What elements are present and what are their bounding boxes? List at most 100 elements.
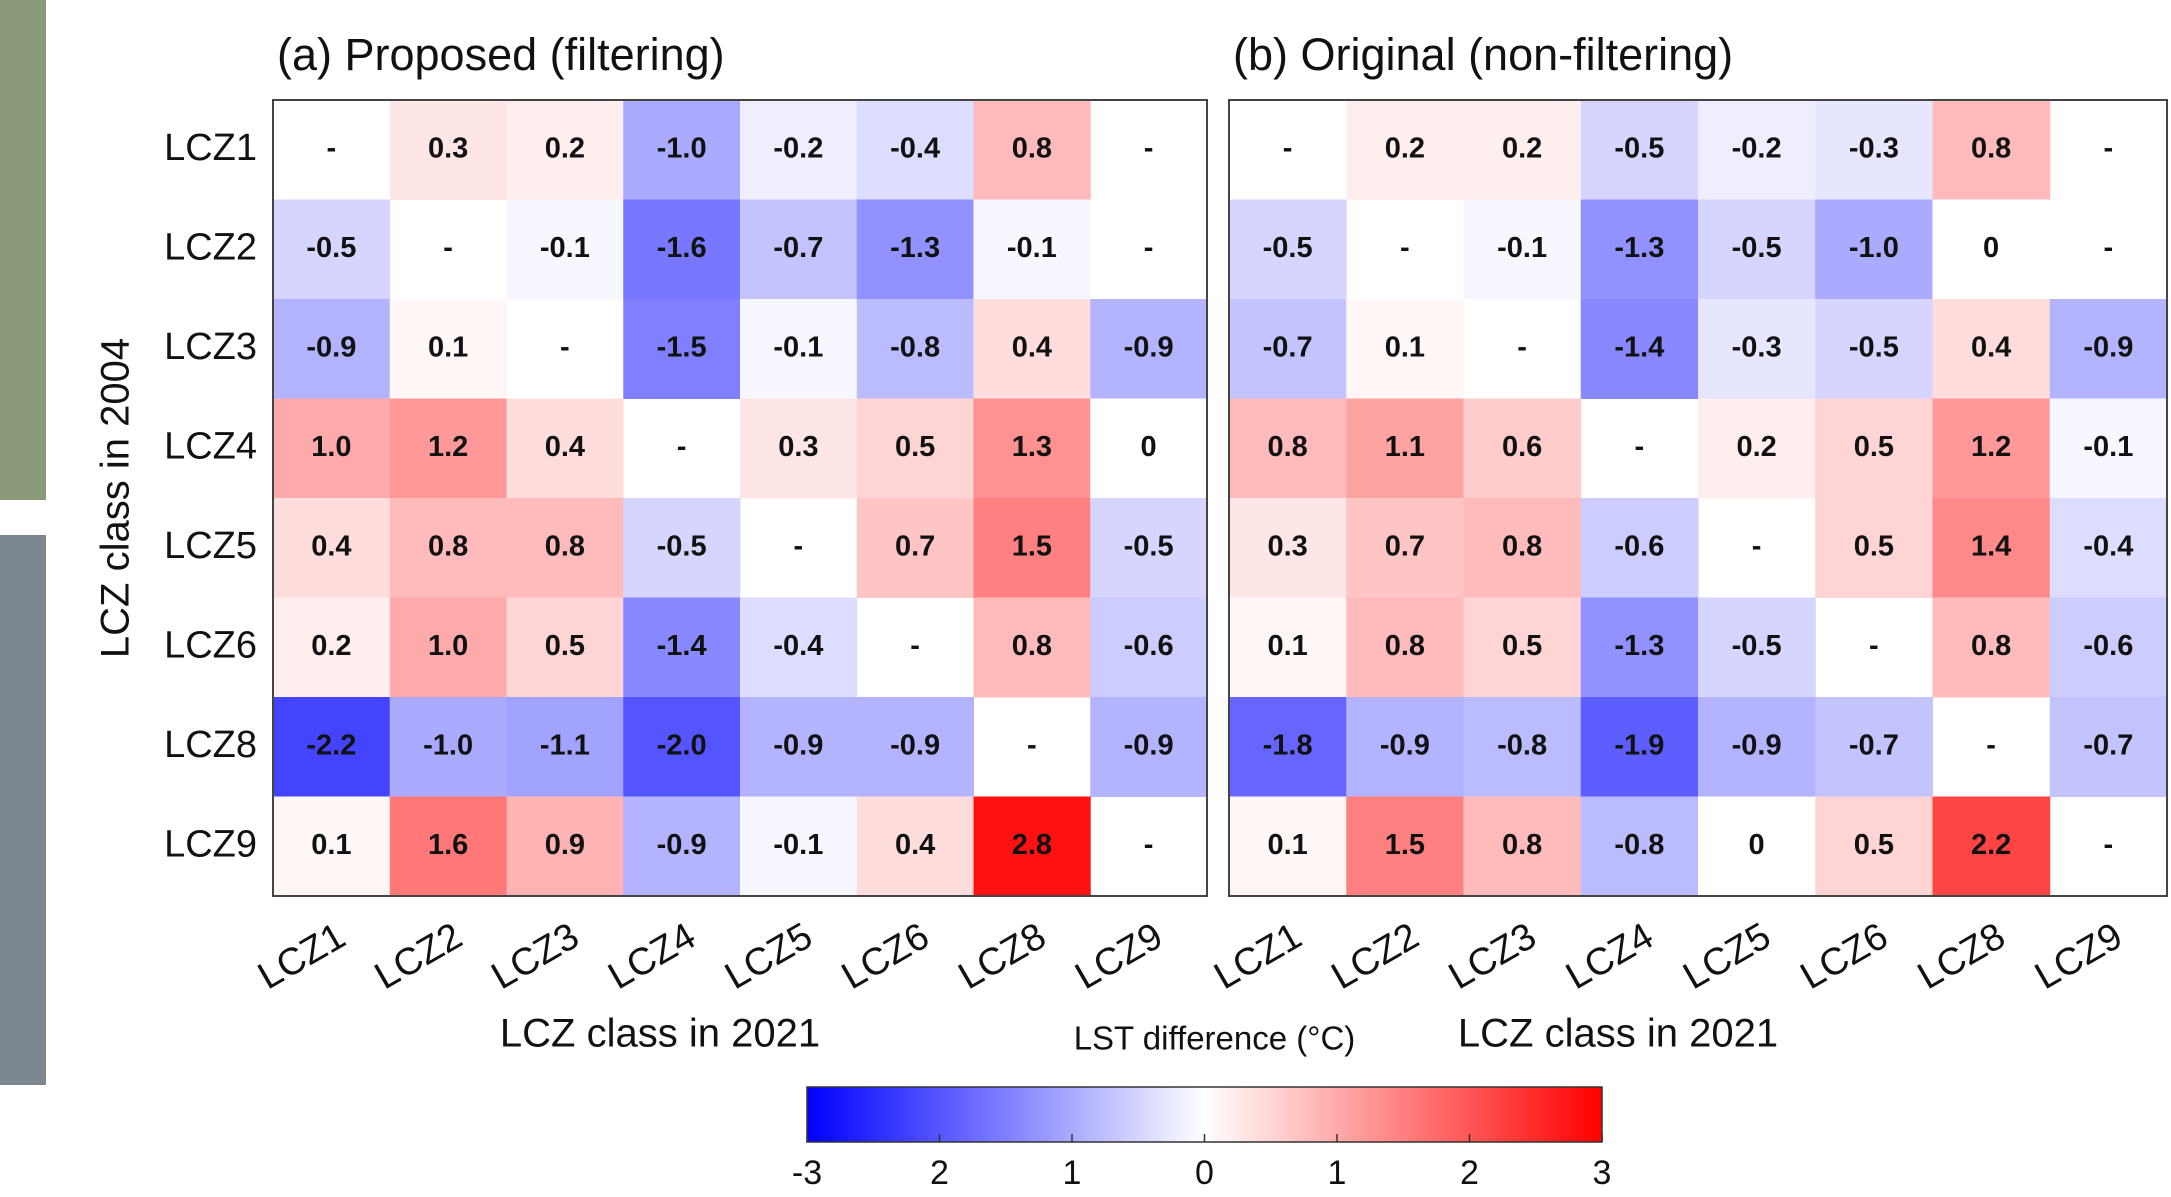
- y-tick-label: LCZ6: [164, 624, 257, 666]
- cell-label: 0.4: [895, 829, 935, 861]
- x-tick-label: LCZ9: [1068, 915, 1169, 998]
- colorbar-tick-label: 1: [1328, 1154, 1347, 1192]
- cell-label: 0.5: [1854, 829, 1894, 861]
- cell-label: -: [560, 331, 570, 363]
- cell-label: -0.2: [1732, 132, 1782, 164]
- cell-label: -: [794, 530, 804, 562]
- cell-label: -1.4: [1614, 331, 1664, 363]
- cell-label: 1.0: [428, 630, 468, 662]
- cell-label: -0.8: [890, 331, 940, 363]
- y-tick-label: LCZ1: [164, 127, 257, 169]
- cell-label: -1.0: [657, 132, 707, 164]
- cell-label: 0.3: [778, 431, 818, 463]
- cell-label: 0.4: [1012, 331, 1052, 363]
- cell-label: -: [1144, 132, 1154, 164]
- cell-label: 1.1: [1385, 431, 1425, 463]
- colorbar-title: LST difference (°C): [1074, 1020, 1356, 1057]
- x-tick-label: LCZ8: [1911, 915, 2012, 998]
- cell-label: 0.4: [1971, 331, 2011, 363]
- cell-label: -0.6: [2083, 630, 2133, 662]
- cell-label: 0.4: [311, 530, 351, 562]
- cell-label: -0.2: [773, 132, 823, 164]
- cell-label: -: [2104, 132, 2114, 164]
- cell-label: -: [1986, 729, 1996, 761]
- cell-label: -: [1027, 729, 1037, 761]
- colorbar-tick-label: 2: [930, 1154, 949, 1192]
- cell-label: 1.0: [311, 431, 351, 463]
- cell-label: -0.4: [890, 132, 940, 164]
- x-tick-label: LCZ5: [1676, 915, 1777, 998]
- y-tick-label: LCZ9: [164, 823, 257, 865]
- photo-strip: [0, 535, 46, 1085]
- cell-label: 1.5: [1012, 530, 1052, 562]
- cell-label: 0.8: [1971, 630, 2011, 662]
- colorbar: [807, 1087, 1602, 1142]
- cell-label: -0.7: [1263, 331, 1313, 363]
- cell-label: 0.8: [1502, 530, 1542, 562]
- cell-label: -0.4: [2083, 530, 2133, 562]
- y-tick-label: LCZ3: [164, 326, 257, 368]
- cell-label: -0.7: [1849, 729, 1899, 761]
- cell-label: 0.7: [895, 530, 935, 562]
- cell-label: -: [2104, 829, 2114, 861]
- cell-label: 0: [1141, 431, 1157, 463]
- cell-label: 0.6: [1502, 431, 1542, 463]
- cell-label: -0.5: [306, 232, 356, 264]
- colorbar-tick-label: 0: [1195, 1154, 1214, 1192]
- cell-label: 0.2: [545, 132, 585, 164]
- y-tick-label: LCZ4: [164, 425, 257, 467]
- cell-label: -0.9: [1124, 729, 1174, 761]
- cell-label: -1.9: [1614, 729, 1664, 761]
- cell-label: -1.1: [540, 729, 590, 761]
- y-axis-label: LCZ class in 2004: [94, 338, 138, 658]
- x-tick-label: LCZ2: [1325, 915, 1426, 998]
- cell-label: 0.5: [1502, 630, 1542, 662]
- x-tick-label: LCZ3: [485, 915, 586, 998]
- cell-label: 0.8: [1267, 431, 1307, 463]
- cell-label: -0.9: [2083, 331, 2133, 363]
- cell-label: -: [1517, 331, 1527, 363]
- cell-label: -0.9: [1124, 331, 1174, 363]
- cell-label: 1.2: [1971, 431, 2011, 463]
- cell-label: -: [1869, 630, 1879, 662]
- cell-label: -: [910, 630, 920, 662]
- cell-label: -0.1: [1497, 232, 1547, 264]
- x-tick-label: LCZ3: [1442, 915, 1543, 998]
- cell-label: -0.3: [1849, 132, 1899, 164]
- cell-label: -: [1283, 132, 1293, 164]
- cell-label: 0.8: [1502, 829, 1542, 861]
- cell-label: -0.1: [773, 331, 823, 363]
- cell-label: -1.3: [1614, 232, 1664, 264]
- cell-label: 1.5: [1385, 829, 1425, 861]
- cell-label: -0.7: [2083, 729, 2133, 761]
- cell-label: -1.4: [657, 630, 707, 662]
- cell-label: -: [327, 132, 337, 164]
- x-tick-label: LCZ4: [601, 915, 702, 998]
- cell-label: -0.9: [1380, 729, 1430, 761]
- cell-label: -0.3: [1732, 331, 1782, 363]
- cell-label: 0.5: [545, 630, 585, 662]
- cell-label: -: [1635, 431, 1645, 463]
- cell-label: -0.5: [1732, 232, 1782, 264]
- x-tick-label: LCZ6: [835, 915, 936, 998]
- y-tick-label: LCZ8: [164, 724, 257, 766]
- cell-label: -: [1144, 232, 1154, 264]
- cell-label: 0.1: [1267, 829, 1307, 861]
- cell-label: 0.5: [1854, 530, 1894, 562]
- cell-label: 1.3: [1012, 431, 1052, 463]
- cell-label: 2.2: [1971, 829, 2011, 861]
- y-tick-label: LCZ5: [164, 525, 257, 567]
- cell-label: -0.5: [1732, 630, 1782, 662]
- cell-label: -0.7: [773, 232, 823, 264]
- cell-label: -0.1: [2083, 431, 2133, 463]
- cell-label: -1.3: [1614, 630, 1664, 662]
- colorbar-tick-label: 3: [1593, 1154, 1612, 1192]
- cell-label: -0.1: [773, 829, 823, 861]
- x-tick-label: LCZ4: [1559, 915, 1660, 998]
- cell-label: 0.9: [545, 829, 585, 861]
- x-axis-label: LCZ class in 2021: [1458, 1012, 1778, 1056]
- cell-label: -2.2: [306, 729, 356, 761]
- cell-label: -0.5: [657, 530, 707, 562]
- cell-label: -0.4: [773, 630, 823, 662]
- cell-label: -1.5: [657, 331, 707, 363]
